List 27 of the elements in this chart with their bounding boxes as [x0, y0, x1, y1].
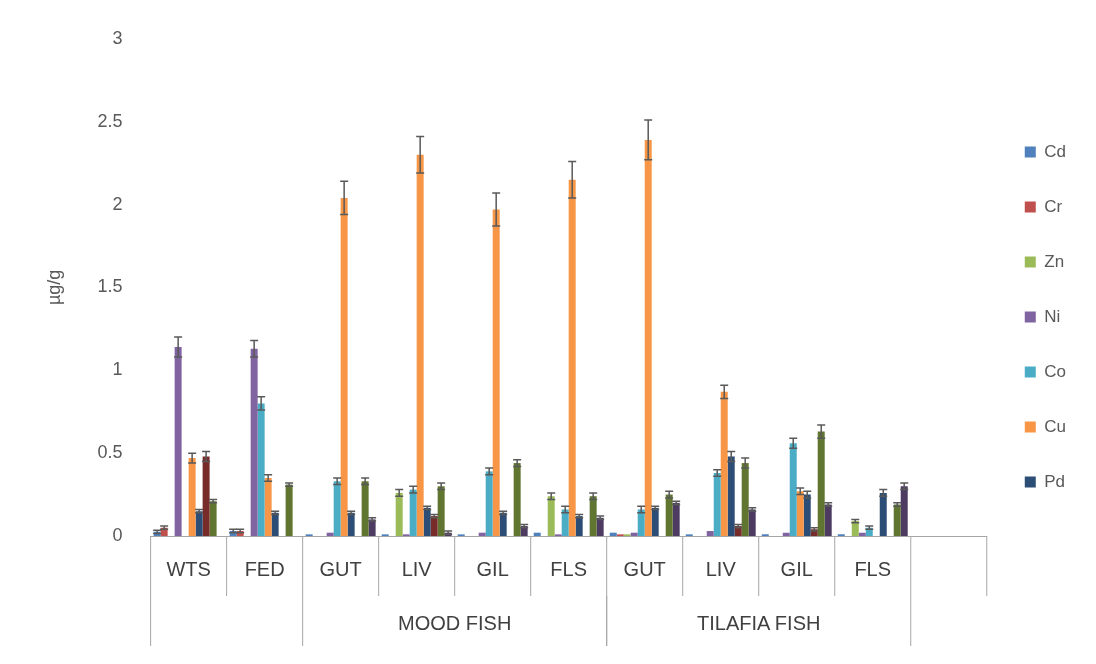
legend-label: Cd	[1044, 141, 1066, 161]
legend-label: Co	[1044, 361, 1066, 381]
x-tick-label: GIL	[476, 557, 509, 580]
x-tick-label: LIV	[705, 557, 737, 580]
legend-label: Pd	[1044, 471, 1066, 491]
y-tick-label: 0.5	[97, 442, 123, 463]
x-tick-label: LIV	[401, 557, 433, 580]
legend-label: Zn	[1044, 251, 1065, 271]
x-tick-label: GUT	[623, 557, 666, 580]
x-tick-label: GUT	[319, 557, 362, 580]
x-tick-label: FLS	[854, 557, 892, 580]
y-tick-label: 1	[112, 359, 123, 380]
x-tick-label: GIL	[780, 557, 813, 580]
y-tick-label: 1.5	[97, 276, 123, 297]
legend-label: Cr	[1044, 196, 1063, 216]
legend-label: Cu	[1044, 416, 1066, 436]
text: TILAFIA FISH	[697, 611, 821, 634]
y-axis-title: µg/g	[43, 269, 64, 306]
text: MOOD FISH	[398, 611, 512, 634]
x-tick-label: FLS	[550, 557, 588, 580]
y-tick-label: 0	[112, 524, 123, 545]
legend-label: Ni	[1044, 306, 1061, 326]
y-tick-label: 2.5	[97, 110, 123, 131]
y-tick-label: 3	[112, 27, 123, 48]
x-tick-label: WTS	[166, 557, 211, 580]
x-tick-label: FED	[244, 557, 285, 580]
y-tick-label: 2	[112, 193, 123, 214]
